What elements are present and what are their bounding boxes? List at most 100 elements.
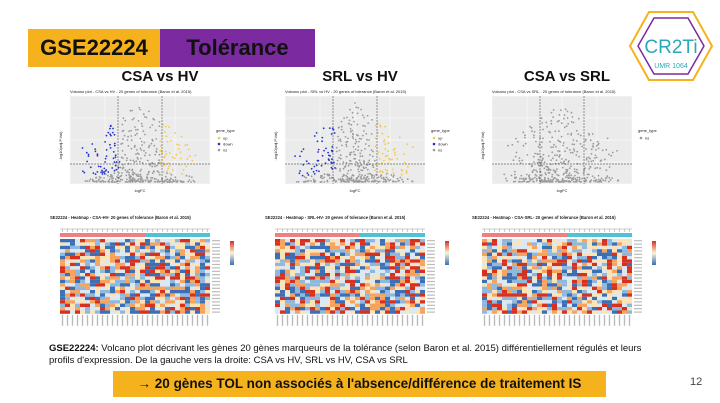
heatmap-cell (180, 296, 185, 301)
heatmap-cell (542, 249, 547, 253)
heatmap-cell (345, 286, 350, 290)
volcano-point (371, 180, 374, 182)
volcano-point (151, 177, 154, 179)
heatmap-cell (190, 283, 195, 287)
heatmap-cell (325, 269, 330, 273)
volcano-point (354, 142, 357, 145)
heatmap-cell (542, 256, 547, 260)
volcano-point (574, 181, 576, 183)
heatmap-cell (415, 286, 420, 290)
heatmap-cell (135, 286, 140, 290)
heatmap-cell (572, 279, 577, 284)
heatmap-cell (532, 303, 537, 307)
heatmap-cell (415, 276, 420, 280)
heatmap-cell (532, 256, 537, 260)
volcano-point (570, 121, 573, 123)
volcano-point (556, 154, 558, 156)
heatmap-cell (145, 252, 150, 256)
heatmap-cell (597, 262, 602, 267)
heatmap-cell (185, 296, 190, 301)
heatmap-cell (180, 303, 185, 307)
heatmap-cell (592, 273, 597, 277)
volcano-point (533, 168, 535, 171)
heatmap-cell (487, 252, 492, 256)
treatment-bar (205, 233, 210, 237)
heatmap-cell (607, 249, 612, 253)
heatmap-cell (335, 310, 340, 314)
heatmap-cell (315, 266, 320, 270)
volcano-point (166, 172, 168, 175)
volcano-point (175, 153, 178, 156)
heatmap-cell (597, 259, 602, 263)
volcano-point (606, 175, 609, 178)
volcano-point (600, 159, 603, 162)
heatmap-cell (405, 307, 410, 311)
heatmap-cell (170, 276, 175, 280)
heatmap-cell (552, 259, 557, 263)
heatmap-cell (355, 283, 360, 287)
heatmap-cell (350, 296, 355, 301)
volcano-point (539, 155, 542, 158)
volcano-point (139, 108, 142, 111)
volcano-point (524, 136, 526, 139)
heatmap-cell (552, 249, 557, 253)
heatmap-cell (375, 266, 380, 270)
volcano-point (572, 176, 575, 179)
heatmap-cell (400, 293, 405, 297)
volcano-point (103, 177, 105, 179)
volcano-point (600, 181, 603, 183)
heatmap-cell (125, 259, 130, 263)
heatmap-cell (617, 293, 622, 297)
heatmap-cell (365, 269, 370, 273)
legend-label: down (223, 142, 233, 147)
heatmap-cell (195, 269, 200, 273)
volcano-point (153, 170, 155, 173)
heatmap-cell (607, 256, 612, 260)
heatmap-cell (275, 310, 280, 314)
heatmap-cell (537, 259, 542, 263)
heatmap-cell (100, 249, 105, 253)
heatmap-cell (602, 296, 607, 301)
heatmap-cell (512, 303, 517, 307)
heatmap-cell (582, 256, 587, 260)
heatmap-cell (507, 252, 512, 256)
volcano-point (343, 117, 345, 119)
heatmap-cell (180, 293, 185, 297)
heatmap-cell (190, 276, 195, 280)
volcano-point (143, 116, 146, 118)
heatmap-cell (582, 252, 587, 256)
volcano-point (358, 173, 361, 176)
heatmap-cell (557, 256, 562, 260)
heatmap-cell (300, 286, 305, 290)
volcano-point (536, 171, 539, 173)
heatmap-cell (360, 242, 365, 246)
treatment-bar (517, 233, 522, 237)
volcano-point (344, 166, 346, 168)
heatmap-cell (350, 262, 355, 267)
heatmap-cell (180, 310, 185, 314)
heatmap-cell (125, 262, 130, 267)
volcano-point (597, 143, 599, 146)
heatmap-cell (597, 249, 602, 253)
heatmap-cell (335, 279, 340, 284)
heatmap-cell (320, 273, 325, 277)
heatmap-cell (572, 276, 577, 280)
volcano-point (523, 178, 525, 181)
volcano-point (585, 158, 588, 161)
heatmap-cell (310, 269, 315, 273)
treatment-bar (592, 233, 597, 237)
heatmap-cell (200, 242, 205, 246)
heatmap-cell (185, 283, 190, 287)
heatmap-cell (537, 249, 542, 253)
heatmap-cell (285, 279, 290, 284)
heatmap-cell (577, 269, 582, 273)
volcano-point (583, 177, 586, 180)
heatmap-cell (512, 245, 517, 250)
heatmap-cell (345, 296, 350, 301)
volcano-point (110, 134, 112, 137)
heatmap-cell (375, 239, 380, 243)
heatmap-cell (547, 239, 552, 243)
volcano-point (551, 173, 554, 176)
heatmap-cell (380, 303, 385, 307)
heatmap-cell (165, 256, 170, 260)
